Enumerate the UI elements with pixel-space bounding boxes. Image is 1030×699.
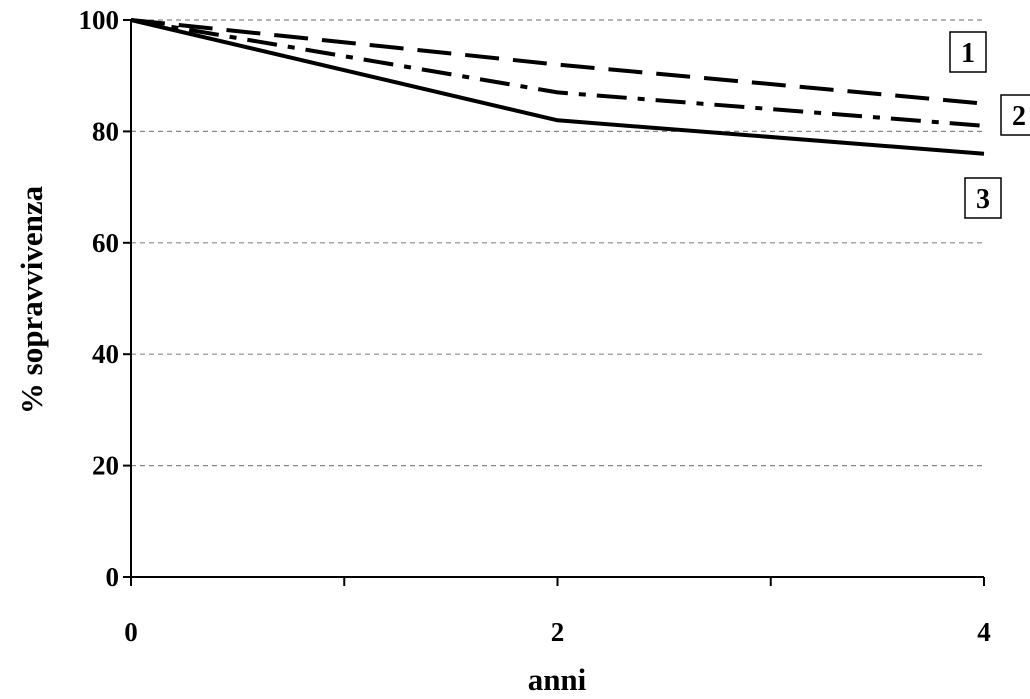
y-tick-label: 0 <box>106 562 120 592</box>
series-label-text: 1 <box>961 38 975 69</box>
x-tick-label: 0 <box>124 617 138 647</box>
series-labels: 1 2 3 <box>949 31 1030 219</box>
y-tick-label: 40 <box>92 339 119 369</box>
x-tick-label: 4 <box>977 617 991 647</box>
y-tick-label: 80 <box>92 116 119 146</box>
x-tick-label: 2 <box>551 617 565 647</box>
x-axis-title: anni <box>528 662 587 697</box>
axes <box>130 20 984 578</box>
series-label-box <box>964 177 1002 219</box>
series-line-2 <box>130 18 985 128</box>
gridlines <box>131 19 984 467</box>
y-tick-label: 20 <box>92 451 119 481</box>
y-tick-label: 100 <box>79 5 120 35</box>
series-label-box <box>1000 94 1030 136</box>
series-label-2: 2 <box>1000 94 1030 136</box>
ticks: 0 20 40 60 80 100 0 2 4 <box>79 5 991 647</box>
series-label-text: 3 <box>976 184 990 215</box>
series-label-box <box>949 31 987 73</box>
series-label-text: 2 <box>1012 101 1026 132</box>
y-axis-title: % sopravvivenza <box>14 185 49 414</box>
y-tick-label: 60 <box>92 228 119 258</box>
series-label-1: 1 <box>949 31 987 73</box>
series-line-3 <box>130 18 985 156</box>
series-lines <box>130 18 985 156</box>
series-label-3: 3 <box>964 177 1002 219</box>
